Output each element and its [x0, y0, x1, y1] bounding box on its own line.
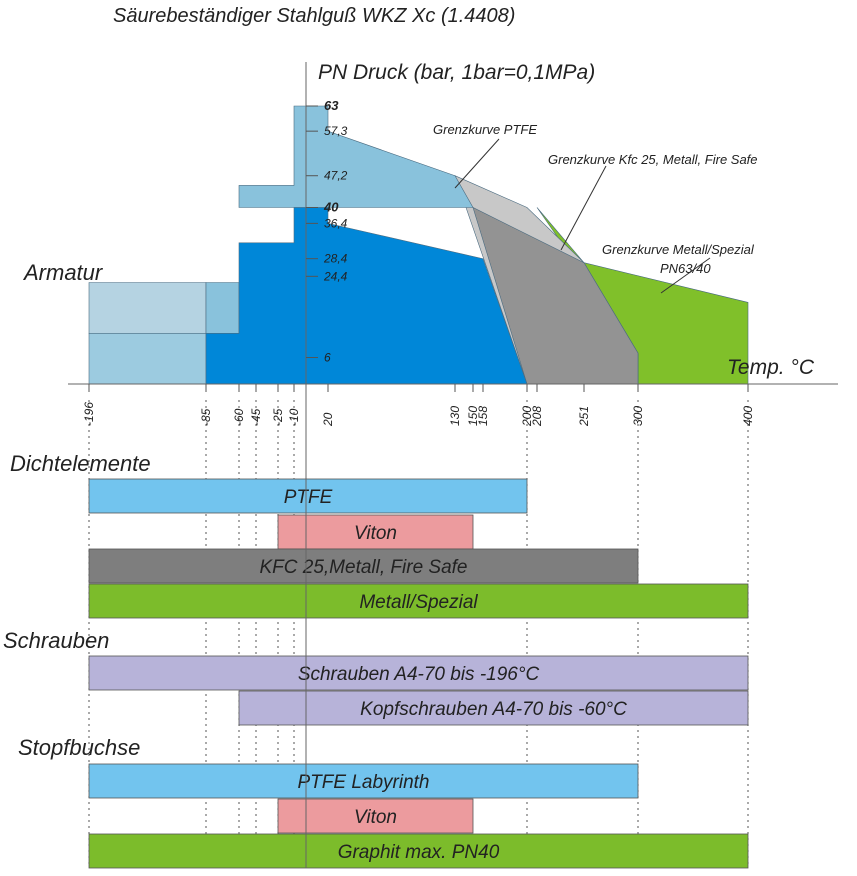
- band-label: PTFE Labyrinth: [298, 772, 430, 793]
- y-tick-label: 47,2: [324, 169, 348, 183]
- band-label: Kopfschrauben A4-70 bis -60°C: [360, 699, 627, 720]
- x-axis-label: Temp. °C: [727, 356, 815, 379]
- annotation-label: Grenzkurve Kfc 25, Metall, Fire Safe: [548, 152, 758, 167]
- band-bar: [277, 798, 474, 834]
- band-bar: [88, 583, 749, 619]
- leader-line: [560, 165, 607, 251]
- annotation-label: Grenzkurve PTFE: [433, 122, 537, 137]
- y-tick-label: 57,3: [324, 124, 348, 138]
- band-label: Viton: [354, 807, 397, 828]
- x-tick-label: 158: [476, 406, 490, 426]
- band-bar: [88, 763, 639, 799]
- axes: 63 57,3 47,2 40 36,4 28,4 24,4 6 -196 -85 -60 -45 -2…: [68, 62, 838, 866]
- x-tick-label: 200: [520, 406, 534, 427]
- y-tick-label: 28,4: [323, 252, 348, 266]
- y-tick-label: 6: [324, 351, 331, 365]
- x-tick-label: -85: [199, 408, 213, 426]
- x-tick-label: 251: [577, 406, 591, 427]
- band-label: Viton: [354, 523, 397, 544]
- section-armatur: Armatur: [22, 260, 104, 285]
- y-tick-label: 40: [323, 199, 339, 214]
- x-tick-label: -45: [249, 408, 263, 426]
- x-tick-label: -60: [232, 408, 246, 426]
- y-tick-label: 24,4: [323, 269, 348, 283]
- x-tick-label: -196: [82, 402, 96, 426]
- band-label: Metall/Spezial: [359, 592, 478, 613]
- leader-line: [454, 138, 500, 189]
- x-tick-label: 400: [741, 406, 755, 426]
- y-tick-label: 63: [324, 98, 339, 113]
- area-series-7: [205, 207, 528, 385]
- x-tick-label: -10: [287, 408, 301, 426]
- x-tick-label: 300: [631, 406, 645, 426]
- material-bands: PTFE Viton KFC 25,Metall, Fire Safe Metall/…: [88, 478, 749, 869]
- group-label-stopfbuchse: Stopfbuchse: [18, 735, 140, 760]
- leader-line: [660, 257, 711, 294]
- band-label: PTFE: [284, 487, 333, 508]
- chart-areas: [88, 105, 749, 385]
- band-bar: [88, 655, 749, 691]
- chart-title: Säurebeständiger Stahlguß WKZ Xc (1.4408…: [113, 5, 515, 27]
- y-axis-label: PN Druck (bar, 1bar=0,1MPa): [318, 61, 595, 84]
- area-series-4: [88, 332, 207, 385]
- y-tick-label: 36,4: [324, 216, 348, 230]
- band-bar: [238, 690, 749, 726]
- band-bar: [88, 833, 749, 869]
- annotation-label: PN63/40: [660, 261, 711, 276]
- area-series-2: [472, 206, 639, 385]
- band-bar: [88, 548, 639, 584]
- x-tick-label: -25: [271, 408, 285, 426]
- band-label: KFC 25,Metall, Fire Safe: [259, 557, 467, 578]
- x-tick-label: 208: [530, 406, 544, 427]
- band-bar: [277, 514, 474, 550]
- band-bar: [88, 478, 528, 514]
- annotation-label: Grenzkurve Metall/Spezial: [602, 242, 755, 257]
- annotations: Grenzkurve PTFE Grenzkurve Kfc 25, Metall…: [433, 122, 758, 294]
- x-tick-label: 150: [466, 406, 480, 426]
- x-tick-label: 20: [321, 412, 335, 427]
- x-tick-label: 130: [448, 406, 462, 426]
- band-label: Schrauben A4-70 bis -196°C: [298, 664, 540, 685]
- band-label: Graphit max. PN40: [338, 842, 500, 863]
- group-label-dichtelemente: Dichtelemente: [10, 451, 151, 476]
- area-series-3: [88, 282, 207, 334]
- area-series-5: [205, 282, 240, 334]
- group-label-schrauben: Schrauben: [3, 628, 109, 653]
